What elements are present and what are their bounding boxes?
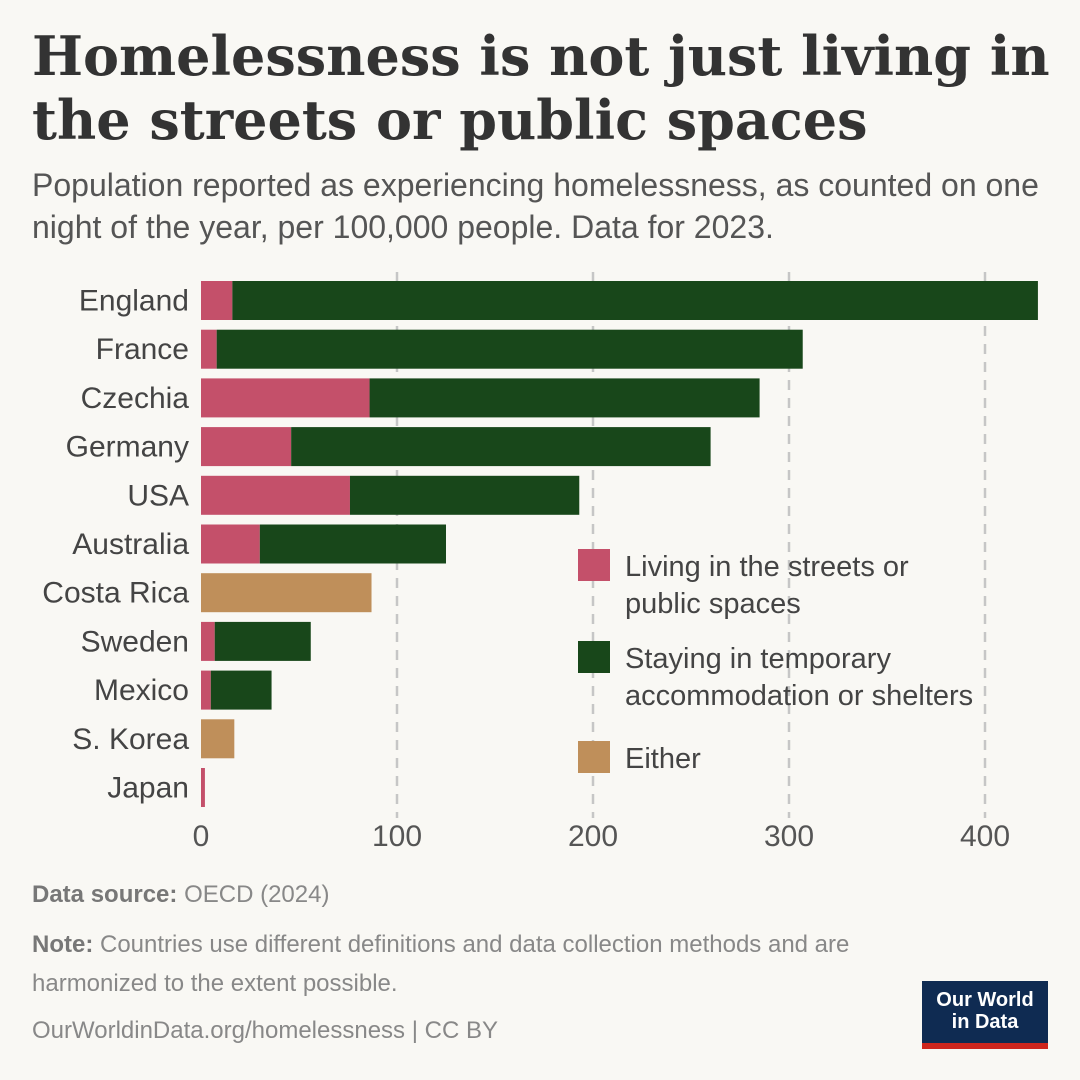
data-source-label: Data source: [32, 881, 178, 908]
category-label-france: France [96, 333, 189, 366]
bar-mexico-living-in-the-streets-or [201, 670, 211, 710]
legend-swatch-1 [578, 549, 610, 581]
bar-australia-staying-in-temporary-acc [259, 524, 446, 564]
category-label-germany: Germany [66, 431, 189, 464]
bar-s-korea-either [201, 719, 235, 759]
chart-title: Homelessness is not just living in the s… [32, 24, 1050, 152]
category-label-japan: Japan [107, 772, 189, 805]
bar-usa-staying-in-temporary-acc [349, 475, 580, 515]
x-tick-300: 300 [764, 820, 814, 853]
bar-czechia-living-in-the-streets-or [201, 378, 370, 418]
legend-label-3: Either [625, 743, 701, 775]
bar-germany-living-in-the-streets-or [201, 427, 292, 467]
category-label-australia: Australia [72, 528, 189, 561]
category-label-sweden: Sweden [81, 625, 189, 658]
legend-label-1: Living in the streets or public spaces [625, 551, 909, 620]
bar-costa-rica-either [201, 573, 372, 613]
bar-england-staying-in-temporary-acc [232, 281, 1038, 320]
legend-swatch-3 [578, 741, 610, 773]
bar-germany-staying-in-temporary-acc [291, 427, 711, 467]
note-text: Countries use different definitions and … [32, 931, 850, 997]
bar-england-living-in-the-streets-or [201, 281, 233, 320]
logo-line-1: Our World [936, 989, 1034, 1011]
x-tick-200: 200 [568, 820, 618, 853]
bar-sweden-staying-in-temporary-acc [214, 621, 311, 661]
bar-mexico-staying-in-temporary-acc [210, 670, 272, 710]
category-label-czechia: Czechia [81, 382, 190, 415]
chart-subtitle: Population reported as experiencing home… [32, 167, 1039, 245]
category-label-s-korea: S. Korea [72, 723, 189, 756]
data-source: Data source: OECD (2024) [32, 875, 329, 914]
source-url[interactable]: OurWorldinData.org/homelessness | CC BY [32, 1017, 498, 1044]
bar-japan-living-in-the-streets-or [201, 768, 205, 807]
bar-usa-living-in-the-streets-or [201, 475, 350, 515]
logo-line-2: in Data [951, 1011, 1019, 1033]
data-source-text: OECD (2024) [184, 881, 330, 908]
legend-label-2: Staying in temporary accommodation or she… [625, 643, 973, 712]
legend-swatch-2 [578, 641, 610, 673]
category-label-mexico: Mexico [94, 674, 189, 707]
bar-sweden-living-in-the-streets-or [201, 621, 215, 661]
chart-note: Note: Countries use different definition… [32, 925, 912, 1003]
note-label: Note: [32, 931, 94, 958]
owid-logo[interactable]: Our World in Data [922, 981, 1048, 1049]
category-label-usa: USA [127, 479, 189, 512]
x-tick-100: 100 [372, 820, 422, 853]
x-tick-0: 0 [193, 820, 210, 853]
bar-czechia-staying-in-temporary-acc [369, 378, 760, 418]
bar-australia-living-in-the-streets-or [201, 524, 260, 564]
bar-france-living-in-the-streets-or [201, 329, 217, 369]
x-tick-400: 400 [960, 820, 1010, 853]
homelessness-bar-chart: England France Czechia Germany USA Australia C… [42, 272, 1038, 853]
bar-france-staying-in-temporary-acc [216, 329, 803, 369]
category-label-england: England [79, 285, 189, 318]
category-label-costa-rica: Costa Rica [42, 577, 189, 610]
